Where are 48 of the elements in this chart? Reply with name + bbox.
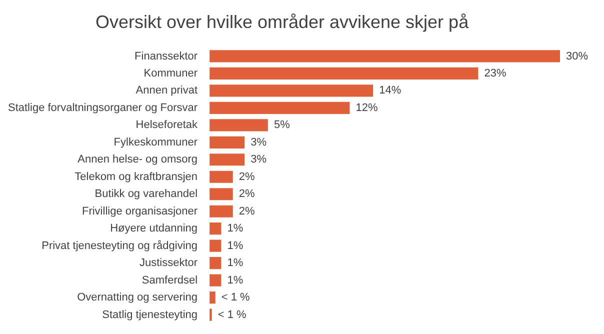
y-tick-label: Justissektor <box>139 257 198 270</box>
y-tick-label: Privat tjenesteyting og rådgiving <box>42 240 198 252</box>
data-label: 23% <box>484 67 506 80</box>
y-tick-label: Butikk og varehandel <box>94 188 198 200</box>
y-tick-label: Finanssektor <box>134 50 198 62</box>
data-label: 3% <box>250 154 267 166</box>
bar <box>210 136 245 148</box>
y-tick-label: Helseforetak <box>136 119 198 132</box>
data-label: 30% <box>566 50 588 62</box>
data-label: 2% <box>238 205 256 218</box>
bar <box>210 102 350 114</box>
data-label: 1% <box>227 257 244 270</box>
bar <box>210 119 268 132</box>
data-label: 1% <box>227 240 244 252</box>
data-label: 5% <box>274 119 290 132</box>
y-tick-label: Kommuner <box>144 67 198 80</box>
data-label: 2% <box>238 188 256 200</box>
y-tick-label: Fylkeskommuner <box>114 136 198 148</box>
bar <box>210 292 216 304</box>
data-label: 3% <box>250 136 267 148</box>
y-tick-label: Frivillige organisasjoner <box>82 205 198 218</box>
bar <box>210 154 245 166</box>
bar <box>210 84 374 97</box>
data-label: < 1 % <box>218 308 247 321</box>
bar <box>210 257 222 270</box>
y-tick-label: Samferdsel <box>142 274 198 286</box>
y-tick-label: Annen privat <box>136 84 198 97</box>
y-tick-label: Statlig tjenesteyting <box>102 308 198 321</box>
bar <box>210 240 222 252</box>
y-tick-label: Overnatting og servering <box>77 292 198 304</box>
data-label: 14% <box>379 84 402 97</box>
y-tick-label: Statlige forvaltningsorganer og Forsvar <box>8 102 198 114</box>
bar <box>210 50 560 62</box>
bar <box>210 170 233 183</box>
y-tick-label: Annen helse- og omsorg <box>78 154 198 166</box>
data-label: 1% <box>227 274 244 286</box>
data-label: 2% <box>238 170 256 183</box>
bar <box>210 274 222 286</box>
bar <box>210 222 222 235</box>
chart-title: Oversikt over hvilke områder avvikene skjer på <box>95 12 470 32</box>
bar <box>210 67 478 80</box>
y-tick-label: Telekom og kraftbransjen <box>74 170 198 183</box>
bar <box>210 188 233 200</box>
data-label: < 1 % <box>221 292 250 304</box>
y-tick-label: Høyere utdanning <box>110 222 198 235</box>
bar <box>210 205 233 218</box>
data-label: 1% <box>227 222 244 235</box>
data-label: 12% <box>356 102 378 114</box>
